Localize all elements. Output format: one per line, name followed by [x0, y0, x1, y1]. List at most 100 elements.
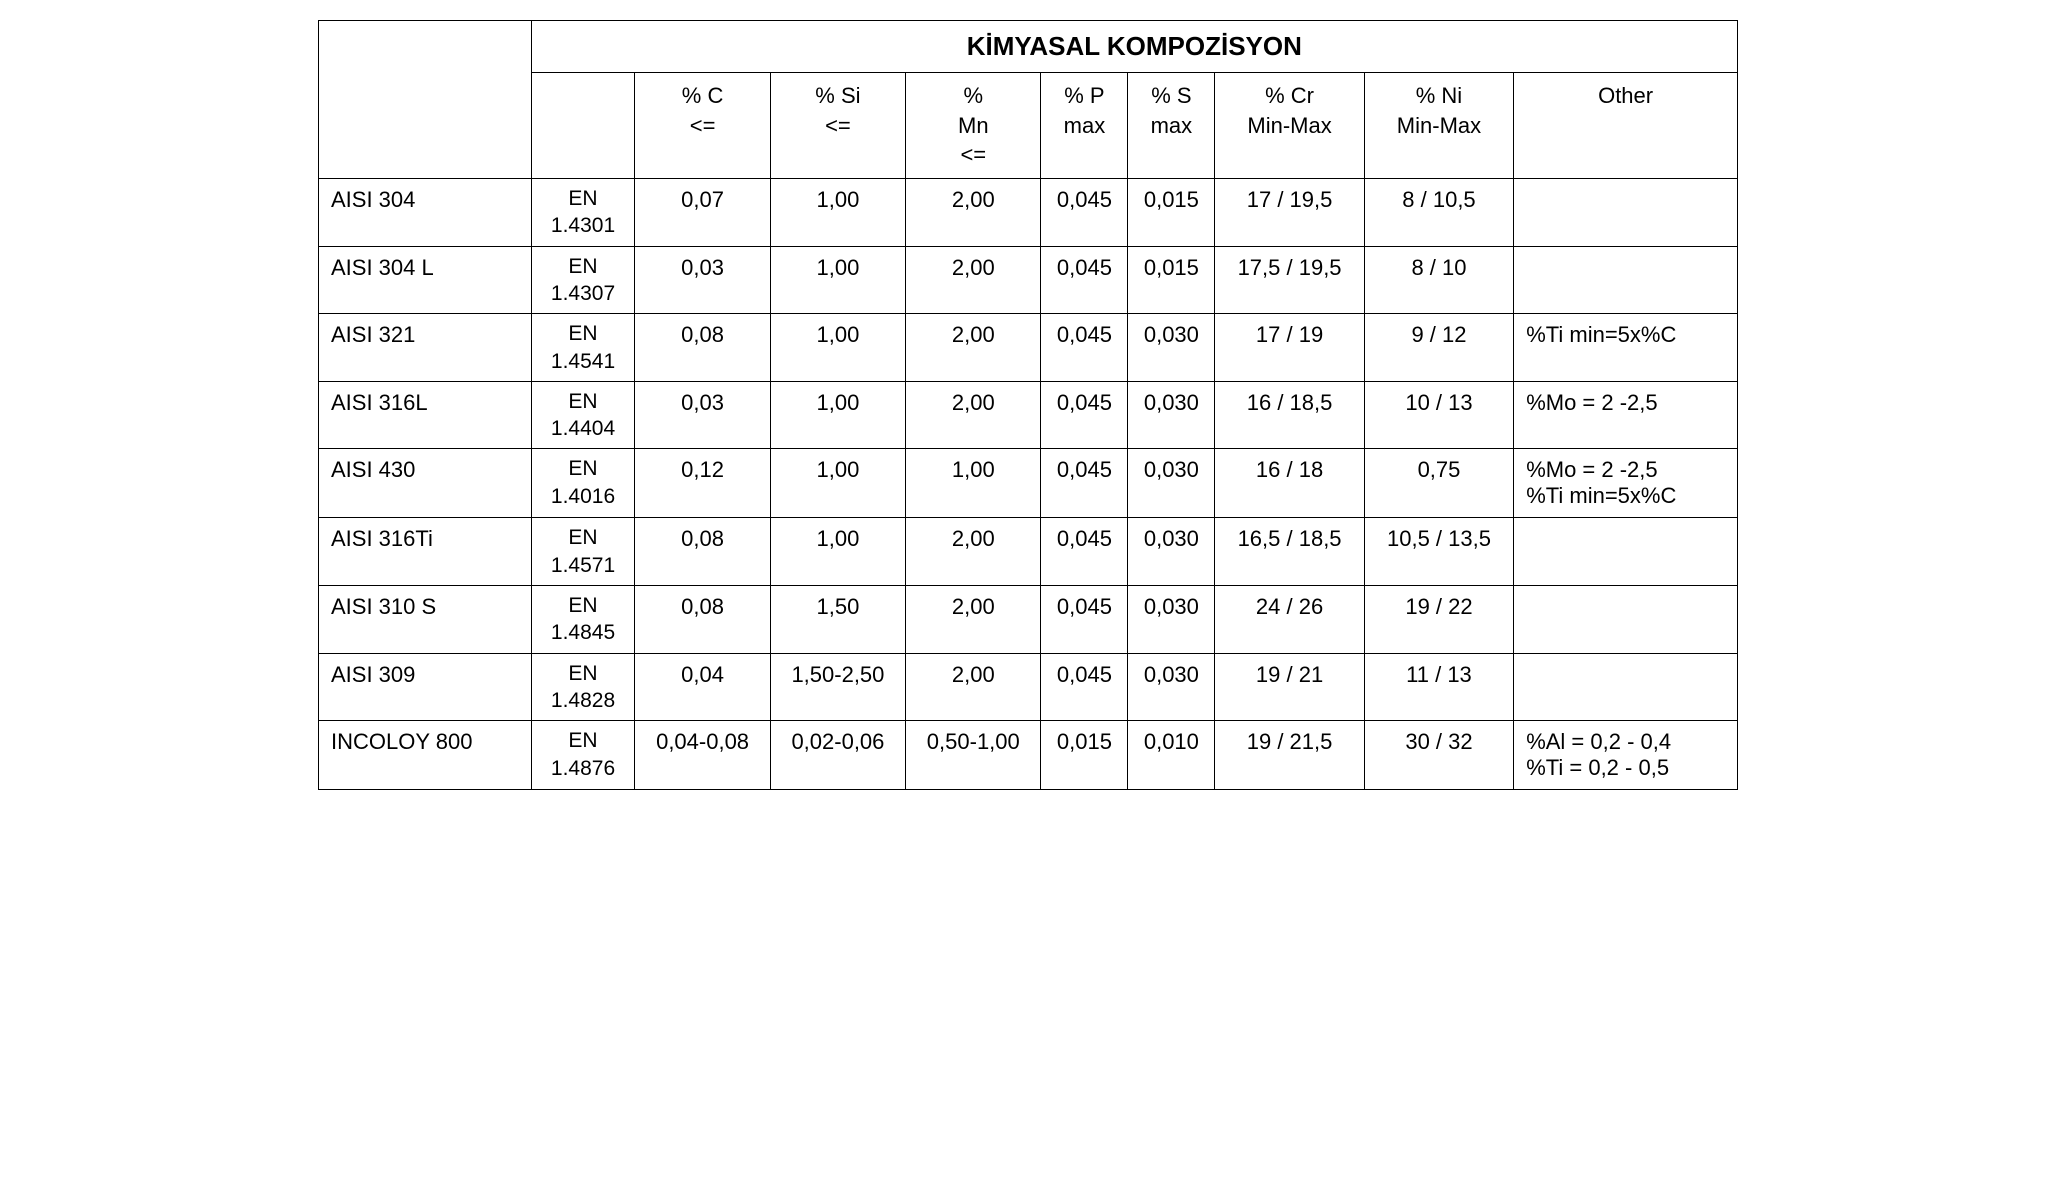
column-header-si: % Si <= [770, 73, 905, 179]
data-cell-mn: 0,50-1,00 [906, 721, 1041, 790]
chemical-composition-table: KİMYASAL KOMPOZİSYON % C <= % Si <= % Mn… [318, 20, 1738, 790]
data-cell-cr: 24 / 26 [1215, 586, 1364, 654]
data-cell-c: 0,03 [635, 246, 770, 314]
row-label: AISI 316L [319, 381, 532, 449]
data-cell-c: 0,07 [635, 179, 770, 247]
data-cell-si: 1,00 [770, 179, 905, 247]
table-row: AISI 316TiEN 1.45710,081,002,000,0450,03… [319, 518, 1738, 586]
en-standard-cell: EN 1.4016 [531, 449, 635, 518]
row-label: AISI 310 S [319, 586, 532, 654]
other-cell [1514, 179, 1738, 247]
data-cell-mn: 2,00 [906, 653, 1041, 721]
other-cell: %Al = 0,2 - 0,4 %Ti = 0,2 - 0,5 [1514, 721, 1738, 790]
data-cell-ni: 0,75 [1364, 449, 1513, 518]
other-cell [1514, 653, 1738, 721]
table-body: AISI 304EN 1.43010,071,002,000,0450,0151… [319, 179, 1738, 790]
data-cell-mn: 2,00 [906, 381, 1041, 449]
data-cell-ni: 11 / 13 [1364, 653, 1513, 721]
data-cell-c: 0,08 [635, 586, 770, 654]
data-cell-mn: 1,00 [906, 449, 1041, 518]
data-cell-cr: 16 / 18,5 [1215, 381, 1364, 449]
data-cell-si: 1,00 [770, 381, 905, 449]
column-header-c: % C <= [635, 73, 770, 179]
data-cell-si: 1,50 [770, 586, 905, 654]
data-cell-s: 0,015 [1128, 246, 1215, 314]
other-cell [1514, 586, 1738, 654]
row-label: AISI 430 [319, 449, 532, 518]
data-cell-c: 0,08 [635, 518, 770, 586]
data-cell-ni: 30 / 32 [1364, 721, 1513, 790]
row-label: AISI 316Ti [319, 518, 532, 586]
row-label: AISI 304 [319, 179, 532, 247]
data-cell-p: 0,045 [1041, 314, 1128, 382]
row-label: AISI 321 [319, 314, 532, 382]
data-cell-mn: 2,00 [906, 314, 1041, 382]
data-cell-si: 1,00 [770, 449, 905, 518]
data-cell-mn: 2,00 [906, 179, 1041, 247]
en-standard-cell: EN 1.4876 [531, 721, 635, 790]
data-cell-si: 1,00 [770, 314, 905, 382]
table-row: AISI 321EN 1.45410,081,002,000,0450,0301… [319, 314, 1738, 382]
data-cell-c: 0,08 [635, 314, 770, 382]
data-cell-cr: 19 / 21,5 [1215, 721, 1364, 790]
row-label: INCOLOY 800 [319, 721, 532, 790]
en-standard-cell: EN 1.4404 [531, 381, 635, 449]
data-cell-p: 0,045 [1041, 179, 1128, 247]
data-cell-cr: 17 / 19 [1215, 314, 1364, 382]
column-header-p: % P max [1041, 73, 1128, 179]
data-cell-s: 0,030 [1128, 314, 1215, 382]
en-standard-cell: EN 1.4301 [531, 179, 635, 247]
data-cell-p: 0,045 [1041, 449, 1128, 518]
row-label: AISI 304 L [319, 246, 532, 314]
table-row: AISI 430EN 1.40160,121,001,000,0450,0301… [319, 449, 1738, 518]
data-cell-p: 0,015 [1041, 721, 1128, 790]
other-cell: %Mo = 2 -2,5 [1514, 381, 1738, 449]
column-header-ni: % Ni Min-Max [1364, 73, 1513, 179]
data-cell-p: 0,045 [1041, 518, 1128, 586]
table-row: AISI 316LEN 1.44040,031,002,000,0450,030… [319, 381, 1738, 449]
column-header-s: % S max [1128, 73, 1215, 179]
data-cell-p: 0,045 [1041, 653, 1128, 721]
data-cell-s: 0,030 [1128, 381, 1215, 449]
en-column-header [531, 73, 635, 179]
other-cell [1514, 518, 1738, 586]
data-cell-s: 0,015 [1128, 179, 1215, 247]
en-standard-cell: EN 1.4845 [531, 586, 635, 654]
data-cell-ni: 9 / 12 [1364, 314, 1513, 382]
data-cell-mn: 2,00 [906, 518, 1041, 586]
data-cell-s: 0,030 [1128, 449, 1215, 518]
table-row: AISI 309EN 1.48280,041,50-2,502,000,0450… [319, 653, 1738, 721]
corner-empty-cell [319, 21, 532, 179]
other-cell: %Ti min=5x%C [1514, 314, 1738, 382]
data-cell-ni: 8 / 10 [1364, 246, 1513, 314]
column-header-other: Other [1514, 73, 1738, 179]
other-cell: %Mo = 2 -2,5 %Ti min=5x%C [1514, 449, 1738, 518]
data-cell-si: 0,02-0,06 [770, 721, 905, 790]
en-standard-cell: EN 1.4571 [531, 518, 635, 586]
data-cell-s: 0,030 [1128, 586, 1215, 654]
column-header-mn: % Mn <= [906, 73, 1041, 179]
data-cell-c: 0,03 [635, 381, 770, 449]
en-standard-cell: EN 1.4541 [531, 314, 635, 382]
data-cell-mn: 2,00 [906, 586, 1041, 654]
data-cell-cr: 16,5 / 18,5 [1215, 518, 1364, 586]
table-row: INCOLOY 800EN 1.48760,04-0,080,02-0,060,… [319, 721, 1738, 790]
data-cell-ni: 10,5 / 13,5 [1364, 518, 1513, 586]
data-cell-ni: 10 / 13 [1364, 381, 1513, 449]
table-row: AISI 304 LEN 1.43070,031,002,000,0450,01… [319, 246, 1738, 314]
data-cell-s: 0,030 [1128, 653, 1215, 721]
data-cell-cr: 19 / 21 [1215, 653, 1364, 721]
data-cell-ni: 8 / 10,5 [1364, 179, 1513, 247]
data-cell-c: 0,04-0,08 [635, 721, 770, 790]
table-title: KİMYASAL KOMPOZİSYON [531, 21, 1737, 73]
en-standard-cell: EN 1.4828 [531, 653, 635, 721]
data-cell-s: 0,010 [1128, 721, 1215, 790]
table-row: AISI 304EN 1.43010,071,002,000,0450,0151… [319, 179, 1738, 247]
data-cell-s: 0,030 [1128, 518, 1215, 586]
data-cell-cr: 17,5 / 19,5 [1215, 246, 1364, 314]
data-cell-si: 1,50-2,50 [770, 653, 905, 721]
other-cell [1514, 246, 1738, 314]
data-cell-c: 0,12 [635, 449, 770, 518]
data-cell-si: 1,00 [770, 246, 905, 314]
column-header-cr: % Cr Min-Max [1215, 73, 1364, 179]
